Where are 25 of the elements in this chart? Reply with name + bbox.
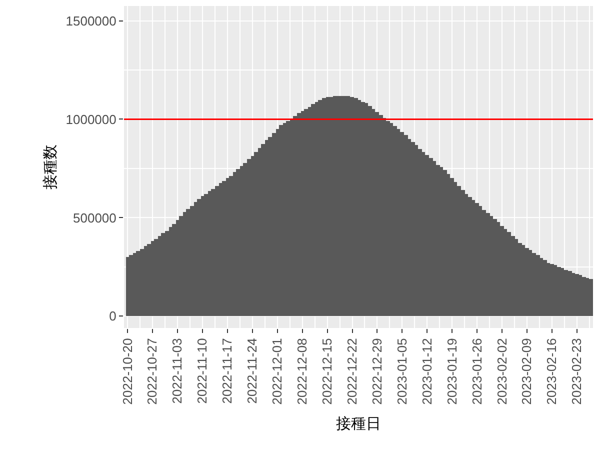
x-tick-label: 2023-02-02	[494, 338, 510, 405]
x-tick-label: 2022-12-08	[294, 338, 310, 405]
x-tick-label: 2023-01-12	[419, 338, 434, 405]
x-tick-label: 2023-02-16	[544, 338, 560, 405]
x-tick-label: 2023-02-09	[519, 338, 534, 405]
x-tick-label: 2022-12-29	[369, 338, 384, 405]
x-tick-label: 2022-11-17	[220, 338, 235, 404]
y-tick-label: 0	[109, 308, 116, 324]
x-tick-label: 2022-10-20	[120, 338, 135, 405]
x-tick-label: 2022-12-22	[344, 338, 360, 405]
x-tick-label: 2022-10-27	[144, 338, 160, 405]
y-tick-label: 1500000	[66, 13, 116, 28]
x-tick-label: 2023-01-05	[394, 338, 410, 405]
x-tick-label: 2023-01-19	[444, 338, 460, 405]
x-axis-title: 接種日	[336, 416, 381, 433]
y-axis-title: 接種数	[42, 144, 60, 190]
x-tick-label: 2022-11-10	[194, 338, 210, 404]
x-tick-label: 2022-11-24	[244, 338, 260, 404]
y-tick-label: 1000000	[66, 112, 116, 127]
x-tick-label: 2022-11-03	[170, 338, 185, 404]
x-tick-label: 2022-12-15	[320, 338, 335, 405]
x-tick-label: 2023-02-23	[569, 338, 584, 405]
y-tick-label: 500000	[73, 210, 116, 226]
x-tick-label: 2022-12-01	[270, 338, 285, 405]
x-tick-label: 2023-01-26	[469, 338, 484, 405]
